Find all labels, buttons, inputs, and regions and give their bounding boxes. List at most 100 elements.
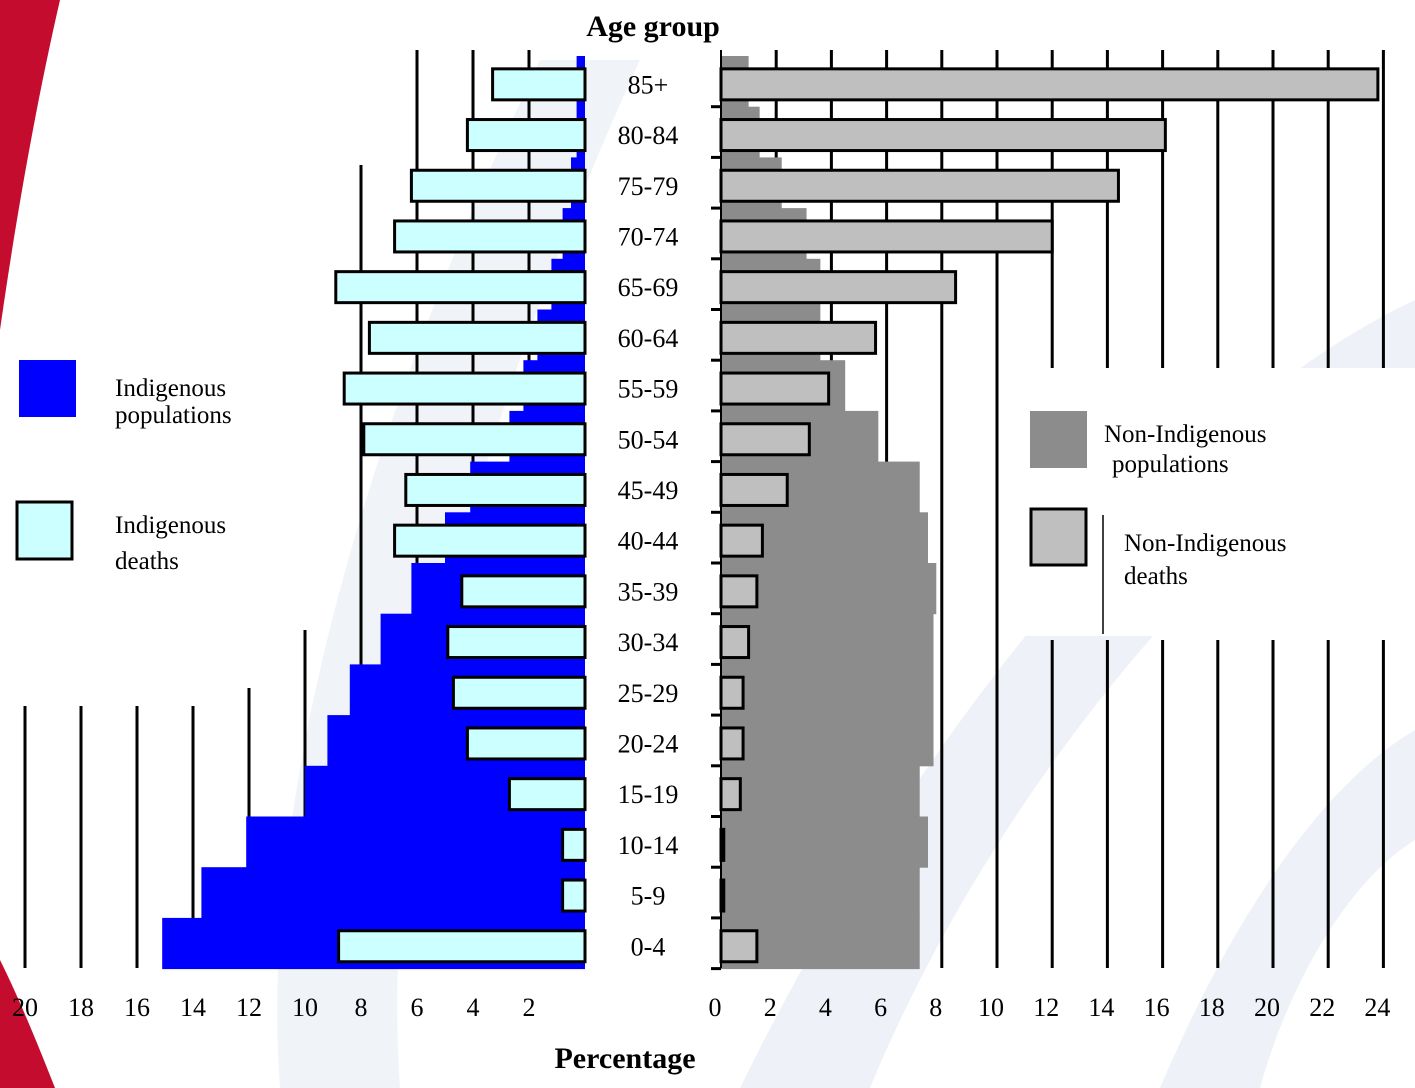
legend-label-non-indigenous-deaths-line2: deaths — [1124, 563, 1188, 590]
legend-label-non-indigenous-populations-line1: Non-Indigenous — [1104, 421, 1266, 448]
legend-swatch-non-indigenous-populations — [1030, 411, 1087, 468]
right-tick-label-10: 10 — [978, 993, 1004, 1022]
category-label-0-4: 0-4 — [631, 932, 666, 961]
category-label-30-34: 30-34 — [618, 628, 679, 657]
bar-non-indigenous-deaths-0-4 — [719, 929, 759, 964]
chart-title: Age group — [586, 10, 720, 43]
legend-label-indigenous-populations-line2: populations — [115, 402, 232, 429]
category-label-80-84: 80-84 — [618, 121, 679, 150]
bar-non-indigenous-deaths-80-84 — [719, 118, 1167, 153]
category-label-10-14: 10-14 — [618, 831, 679, 860]
bar-indigenous-deaths-65-69 — [334, 270, 587, 305]
bar-non-indigenous-deaths-60-64 — [719, 320, 878, 355]
bar-indigenous-deaths-15-19 — [507, 777, 587, 812]
bar-non-indigenous-deaths-15-19 — [719, 777, 742, 812]
bar-non-indigenous-deaths-35-39 — [719, 574, 759, 609]
bar-non-indigenous-deaths-45-49 — [719, 472, 789, 507]
left-tick-label-8: 8 — [355, 993, 368, 1022]
bars — [162, 50, 1380, 971]
bar-indigenous-deaths-10-14 — [561, 827, 587, 862]
bar-indigenous-deaths-55-59 — [342, 371, 587, 406]
left-tick-label-6: 6 — [411, 993, 424, 1022]
bar-indigenous-deaths-20-24 — [465, 726, 587, 761]
legend-swatch-indigenous-populations — [19, 360, 76, 417]
left-tick-label-20: 20 — [12, 993, 38, 1022]
bar-indigenous-deaths-50-54 — [362, 422, 587, 457]
right-tick-label-12: 12 — [1033, 993, 1059, 1022]
bar-non-indigenous-deaths-40-44 — [719, 523, 764, 558]
category-label-20-24: 20-24 — [618, 729, 679, 758]
bar-indigenous-deaths-35-39 — [460, 574, 587, 609]
legend-label-non-indigenous-populations: Non-Indigenous populations — [1104, 421, 1273, 478]
right-tick-label-6: 6 — [874, 993, 887, 1022]
right-tick-label-14: 14 — [1088, 993, 1114, 1022]
bar-indigenous-deaths-75-79 — [409, 168, 587, 203]
left-tick-label-2: 2 — [523, 993, 536, 1022]
legend-label-indigenous-deaths-line1: Indigenous — [115, 512, 226, 539]
bar-non-indigenous-population-20-24 — [721, 715, 934, 767]
right-tick-label-18: 18 — [1199, 993, 1225, 1022]
bar-non-indigenous-deaths-25-29 — [719, 675, 745, 710]
bar-non-indigenous-deaths-85 — [719, 67, 1380, 102]
legend-label-non-indigenous-deaths-line1: Non-Indigenous — [1124, 530, 1286, 557]
bar-non-indigenous-population-30-34 — [721, 613, 934, 665]
bar-non-indigenous-deaths-65-69 — [719, 270, 958, 305]
legend-label-indigenous-populations-line1: Indigenous — [115, 375, 226, 402]
category-label-55-59: 55-59 — [618, 375, 679, 404]
background-ribbon-3 — [1160, 730, 1415, 1088]
legend-swatch-non-indigenous-deaths — [1029, 507, 1088, 567]
background-swoosh-bottom — [0, 960, 55, 1088]
right-tick-label-20: 20 — [1254, 993, 1280, 1022]
legend-label-non-indigenous-deaths: Non-Indigenous deaths — [1124, 530, 1293, 590]
category-label-85: 85+ — [628, 70, 669, 99]
bar-non-indigenous-population-5-9 — [721, 867, 920, 919]
left-tick-label-18: 18 — [68, 993, 94, 1022]
bar-indigenous-deaths-85 — [491, 67, 587, 102]
legend-panel-right — [1020, 368, 1415, 636]
legend-label-non-indigenous-populations-line2: populations — [1112, 451, 1229, 478]
bar-indigenous-deaths-5-9 — [561, 878, 587, 913]
bar-non-indigenous-deaths-10-14 — [719, 827, 726, 862]
left-tick-label-12: 12 — [236, 993, 262, 1022]
right-tick-label-16: 16 — [1144, 993, 1170, 1022]
category-label-15-19: 15-19 — [618, 780, 679, 809]
bar-non-indigenous-deaths-20-24 — [719, 726, 745, 761]
x-axis-label: Percentage — [554, 1042, 695, 1075]
category-label-25-29: 25-29 — [618, 679, 679, 708]
category-label-60-64: 60-64 — [618, 324, 679, 353]
legend-label-indigenous-deaths-line2: deaths — [115, 548, 179, 575]
bar-indigenous-population-10-14 — [246, 816, 585, 868]
bar-non-indigenous-deaths-70-74 — [719, 219, 1054, 254]
category-label-45-49: 45-49 — [618, 476, 679, 505]
bar-indigenous-deaths-70-74 — [393, 219, 587, 254]
category-label-75-79: 75-79 — [618, 172, 679, 201]
category-label-5-9: 5-9 — [631, 882, 666, 911]
legend-swatch-indigenous-deaths — [15, 500, 74, 561]
bar-indigenous-deaths-25-29 — [451, 675, 587, 710]
category-label-65-69: 65-69 — [618, 273, 679, 302]
bar-indigenous-deaths-40-44 — [393, 523, 587, 558]
bar-non-indigenous-population-25-29 — [721, 664, 934, 716]
labels: 85+80-8475-7970-7465-6960-6455-5950-5445… — [12, 70, 1390, 1022]
bar-non-indigenous-deaths-55-59 — [719, 371, 831, 406]
category-label-40-44: 40-44 — [618, 527, 679, 556]
category-label-50-54: 50-54 — [618, 425, 679, 454]
right-tick-label-0: 0 — [709, 993, 722, 1022]
right-tick-label-8: 8 — [929, 993, 942, 1022]
right-tick-label-24: 24 — [1364, 993, 1390, 1022]
background-swoosh-top — [0, 0, 60, 330]
bar-non-indigenous-population-15-19 — [721, 765, 920, 817]
bar-non-indigenous-deaths-50-54 — [719, 422, 811, 457]
left-tick-label-14: 14 — [180, 993, 206, 1022]
bar-indigenous-deaths-45-49 — [404, 472, 587, 507]
right-tick-label-2: 2 — [764, 993, 777, 1022]
bar-non-indigenous-deaths-30-34 — [719, 625, 751, 660]
left-tick-label-16: 16 — [124, 993, 150, 1022]
bar-indigenous-deaths-30-34 — [446, 625, 587, 660]
left-tick-label-10: 10 — [292, 993, 318, 1022]
bar-indigenous-population-5-9 — [201, 867, 585, 919]
legend-label-indigenous-populations: Indigenous populations — [115, 375, 232, 429]
legend-label-indigenous-deaths: Indigenous deaths — [115, 512, 232, 575]
